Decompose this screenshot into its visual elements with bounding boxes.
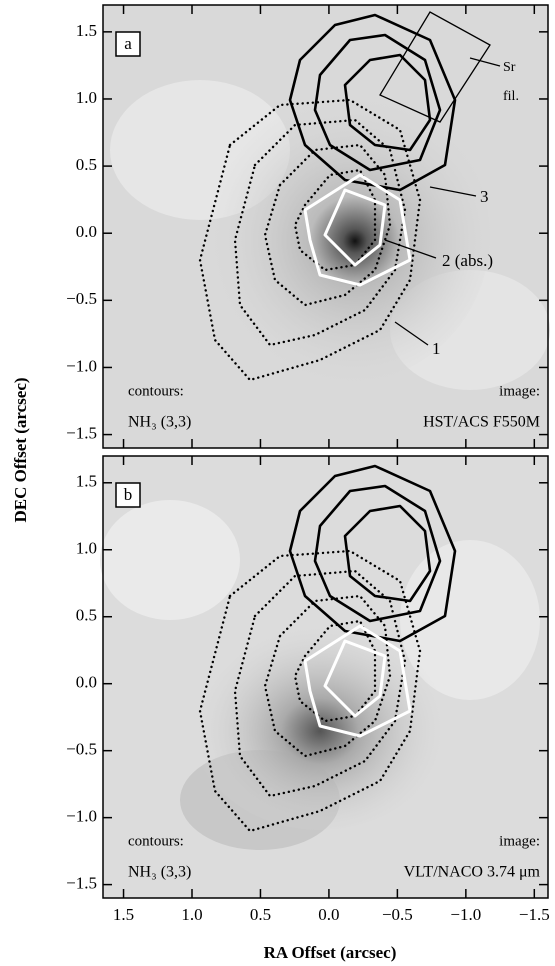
contours-label: contours:: [128, 383, 184, 399]
annotation: 1: [432, 339, 441, 358]
annotation: 2 (abs.): [442, 251, 493, 270]
y-tick-label: −0.5: [66, 740, 97, 759]
y-axis-label: DEC Offset (arcsec): [11, 377, 30, 522]
image-label: image:: [499, 383, 540, 399]
y-tick-label: 1.5: [76, 472, 97, 491]
x-tick-label: −1.5: [519, 905, 550, 924]
x-tick-label: 1.0: [181, 905, 202, 924]
annotation: 3: [480, 187, 489, 206]
annotation: fil.: [503, 89, 519, 104]
y-tick-label: −1.5: [66, 874, 97, 893]
y-tick-label: 1.0: [76, 88, 97, 107]
y-tick-label: 0.0: [76, 673, 97, 692]
annotation: Sr: [503, 60, 516, 75]
y-tick-label: −1.0: [66, 807, 97, 826]
image-source: [190, 85, 490, 385]
panel-a: Sr fil. 3 2 (abs.) 1 a contours: NH₃ (3,…: [103, 5, 550, 448]
contours-species: NH₃ (3,3): [128, 414, 191, 431]
x-axis-label: RA Offset (arcsec): [264, 943, 397, 962]
x-tick-label: −1.0: [450, 905, 481, 924]
x-tick-label: 1.5: [113, 905, 134, 924]
contours-species: NH₃ (3,3): [128, 864, 191, 881]
x-tick-label: 0.5: [250, 905, 271, 924]
figure: Sr fil. 3 2 (abs.) 1 a contours: NH₃ (3,…: [0, 0, 555, 966]
y-tick-label: 1.0: [76, 539, 97, 558]
image-source-label: HST/ACS F550M: [423, 414, 540, 431]
image-source-label: VLT/NACO 3.74 μm: [404, 864, 541, 881]
x-tick-label: −0.5: [382, 905, 413, 924]
panel-b: b contours: NH₃ (3,3) image: VLT/NACO 3.…: [100, 456, 548, 898]
contours-label: contours:: [128, 833, 184, 849]
image-source: [190, 610, 450, 830]
image-texture: [100, 500, 240, 620]
y-tick-label: 0.5: [76, 606, 97, 625]
y-tick-label: −0.5: [66, 289, 97, 308]
y-tick-label: −1.0: [66, 356, 97, 375]
y-tick-label: 0.0: [76, 222, 97, 241]
image-label: image:: [499, 833, 540, 849]
y-tick-label: 1.5: [76, 21, 97, 40]
panel-label: a: [124, 34, 132, 53]
y-tick-label: −1.5: [66, 423, 97, 442]
y-tick-label: 0.5: [76, 155, 97, 174]
panel-label: b: [124, 485, 133, 504]
x-tick-label: 0.0: [318, 905, 339, 924]
